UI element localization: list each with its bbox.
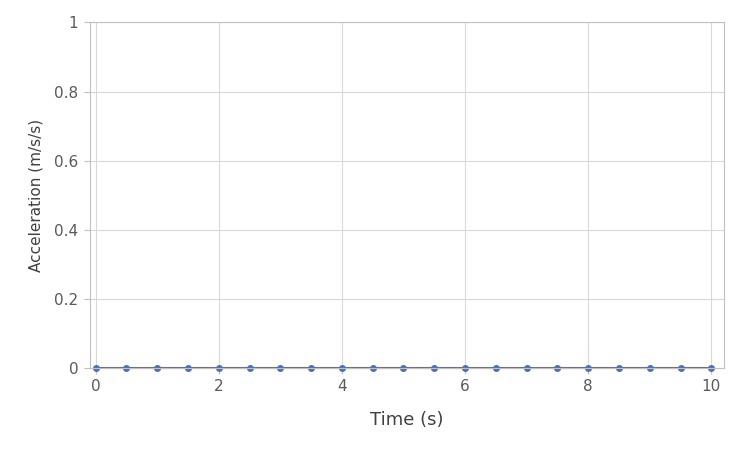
Y-axis label: Acceleration (m/s/s): Acceleration (m/s/s) [28, 119, 43, 272]
X-axis label: Time (s): Time (s) [370, 411, 443, 429]
